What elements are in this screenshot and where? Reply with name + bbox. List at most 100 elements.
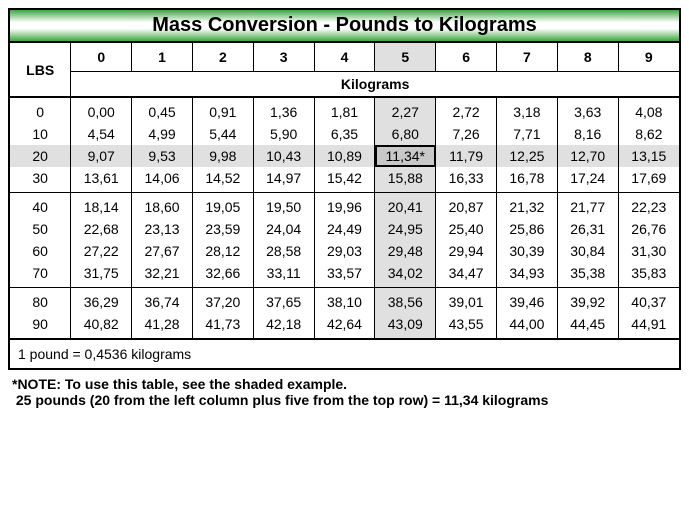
table-row: 104,544,995,445,906,356,807,267,718,168,…: [10, 123, 679, 145]
col-header-2: 2: [192, 43, 253, 72]
cell: 25,40: [436, 218, 497, 240]
cell: 44,45: [557, 313, 618, 339]
cell: 0,45: [132, 97, 193, 123]
table-header: LBS 0123456789 Kilograms: [10, 43, 679, 97]
cell: 41,28: [132, 313, 193, 339]
row-label: 60: [10, 240, 71, 262]
conversion-table: LBS 0123456789 Kilograms 00,000,450,911,…: [10, 43, 679, 339]
cell: 23,13: [132, 218, 193, 240]
cell: 1,81: [314, 97, 375, 123]
col-header-8: 8: [557, 43, 618, 72]
cell: 43,09: [375, 313, 436, 339]
cell: 28,12: [192, 240, 253, 262]
cell: 15,42: [314, 167, 375, 193]
cell: 29,48: [375, 240, 436, 262]
cell: 38,56: [375, 288, 436, 314]
cell: 39,01: [436, 288, 497, 314]
cell: 5,90: [253, 123, 314, 145]
cell: 44,00: [497, 313, 558, 339]
cell: 0,91: [192, 97, 253, 123]
cell: 25,86: [497, 218, 558, 240]
cell: 11,79: [436, 145, 497, 167]
cell: 27,67: [132, 240, 193, 262]
cell: 2,27: [375, 97, 436, 123]
cell: 6,35: [314, 123, 375, 145]
cell: 32,66: [192, 262, 253, 288]
row-label: 80: [10, 288, 71, 314]
cell: 9,07: [71, 145, 132, 167]
table-row: 5022,6823,1323,5924,0424,4924,9525,4025,…: [10, 218, 679, 240]
cell: 42,18: [253, 313, 314, 339]
cell: 13,61: [71, 167, 132, 193]
row-label: 70: [10, 262, 71, 288]
cell: 35,38: [557, 262, 618, 288]
cell: 36,29: [71, 288, 132, 314]
note-line-2: 25 pounds (20 from the left column plus …: [12, 392, 677, 408]
cell: 40,82: [71, 313, 132, 339]
cell: 19,96: [314, 193, 375, 219]
cell: 6,80: [375, 123, 436, 145]
table-row: 6027,2227,6728,1228,5829,0329,4829,9430,…: [10, 240, 679, 262]
cell: 17,69: [618, 167, 679, 193]
table-row: 3013,6114,0614,5214,9715,4215,8816,3316,…: [10, 167, 679, 193]
cell: 14,06: [132, 167, 193, 193]
lbs-header: LBS: [10, 43, 71, 97]
cell: 39,46: [497, 288, 558, 314]
cell: 11,34*: [375, 145, 436, 167]
cell: 14,97: [253, 167, 314, 193]
row-label: 50: [10, 218, 71, 240]
cell: 32,21: [132, 262, 193, 288]
cell: 27,22: [71, 240, 132, 262]
cell: 15,88: [375, 167, 436, 193]
cell: 16,78: [497, 167, 558, 193]
cell: 30,39: [497, 240, 558, 262]
row-label: 0: [10, 97, 71, 123]
table-row: 4018,1418,6019,0519,5019,9620,4120,8721,…: [10, 193, 679, 219]
footer-note: 1 pound = 0,4536 kilograms: [10, 339, 679, 368]
table-row: 8036,2936,7437,2037,6538,1038,5639,0139,…: [10, 288, 679, 314]
cell: 24,04: [253, 218, 314, 240]
cell: 33,57: [314, 262, 375, 288]
cell: 38,10: [314, 288, 375, 314]
cell: 8,62: [618, 123, 679, 145]
row-label: 30: [10, 167, 71, 193]
cell: 35,83: [618, 262, 679, 288]
cell: 24,49: [314, 218, 375, 240]
cell: 26,76: [618, 218, 679, 240]
cell: 7,26: [436, 123, 497, 145]
cell: 39,92: [557, 288, 618, 314]
col-header-3: 3: [253, 43, 314, 72]
title-bar: Mass Conversion - Pounds to Kilograms: [10, 10, 679, 43]
table-row: 209,079,539,9810,4310,8911,34*11,7912,25…: [10, 145, 679, 167]
cell: 34,47: [436, 262, 497, 288]
cell: 31,30: [618, 240, 679, 262]
cell: 20,87: [436, 193, 497, 219]
col-header-7: 7: [497, 43, 558, 72]
kilograms-header: Kilograms: [71, 72, 679, 98]
cell: 9,53: [132, 145, 193, 167]
cell: 1,36: [253, 97, 314, 123]
cell: 12,25: [497, 145, 558, 167]
cell: 5,44: [192, 123, 253, 145]
cell: 20,41: [375, 193, 436, 219]
col-header-0: 0: [71, 43, 132, 72]
cell: 34,02: [375, 262, 436, 288]
col-header-5: 5: [375, 43, 436, 72]
cell: 12,70: [557, 145, 618, 167]
cell: 41,73: [192, 313, 253, 339]
cell: 14,52: [192, 167, 253, 193]
cell: 34,93: [497, 262, 558, 288]
row-label: 10: [10, 123, 71, 145]
cell: 28,58: [253, 240, 314, 262]
kilograms-header-row: Kilograms: [10, 72, 679, 98]
col-header-9: 9: [618, 43, 679, 72]
cell: 8,16: [557, 123, 618, 145]
cell: 42,64: [314, 313, 375, 339]
cell: 0,00: [71, 97, 132, 123]
col-header-6: 6: [436, 43, 497, 72]
cell: 10,89: [314, 145, 375, 167]
cell: 10,43: [253, 145, 314, 167]
cell: 21,32: [497, 193, 558, 219]
cell: 37,20: [192, 288, 253, 314]
row-label: 40: [10, 193, 71, 219]
